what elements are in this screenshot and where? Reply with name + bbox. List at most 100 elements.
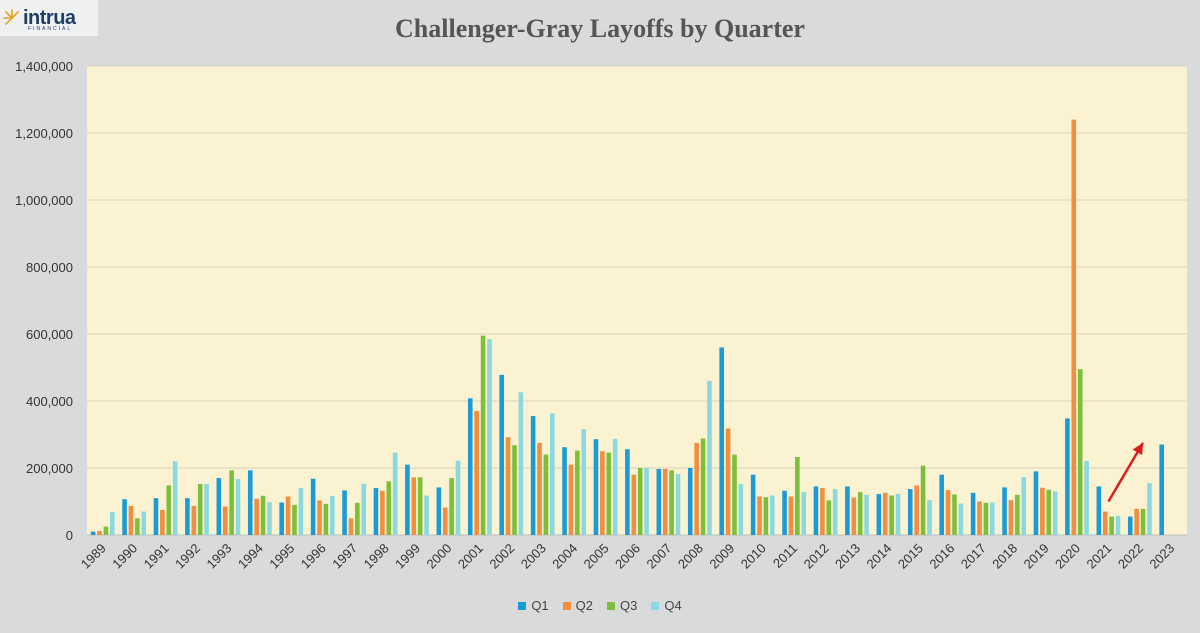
bar-q4-2000 (455, 460, 461, 535)
bar-q1-1993 (216, 478, 222, 535)
x-tick-label: 1997 (329, 541, 360, 572)
bar-q3-1990 (135, 518, 140, 535)
bar-q3-2013 (857, 492, 863, 535)
legend-label-q4: Q4 (664, 598, 682, 613)
brand-mark-icon (3, 9, 19, 25)
x-tick-label: 2002 (486, 541, 517, 572)
bar-q1-1999 (405, 464, 410, 535)
x-tick-label: 2000 (423, 541, 454, 572)
legend-label-q2: Q2 (575, 598, 593, 613)
bar-q3-2007 (669, 470, 674, 535)
bar-q2-1989 (97, 530, 102, 535)
legend-swatch-q4 (651, 601, 660, 610)
bar-q1-2007 (656, 469, 662, 535)
y-tick-label: 1,200,000 (15, 126, 73, 141)
bar-q3-2005 (606, 452, 612, 535)
bar-q4-2008 (707, 380, 712, 535)
bar-q3-2001 (480, 335, 486, 535)
chart-legend: Q1 Q2 Q3 Q4 (0, 598, 1200, 613)
x-tick-label: 2017 (958, 541, 989, 572)
bar-q3-2008 (700, 438, 706, 535)
x-tick-label: 2018 (989, 541, 1020, 572)
bar-q4-2021 (1115, 515, 1121, 535)
bar-q3-1993 (229, 470, 234, 535)
bar-q4-2001 (487, 339, 492, 535)
bar-q4-2018 (1021, 477, 1027, 535)
bar-q2-2014 (882, 492, 888, 535)
bar-q1-2010 (750, 474, 756, 535)
bar-q1-2002 (499, 374, 504, 535)
bar-q3-2015 (920, 465, 926, 535)
bar-q1-2003 (530, 416, 536, 535)
bar-q4-2002 (518, 392, 524, 535)
brand-logo: intrua FINANCIAL (0, 0, 98, 36)
legend-swatch-q1 (518, 601, 527, 610)
bar-q1-1996 (310, 478, 316, 535)
x-tick-label: 1998 (361, 541, 392, 572)
bar-q2-2021 (1102, 511, 1108, 535)
y-tick-label: 400,000 (26, 394, 73, 409)
bar-q4-2014 (895, 493, 901, 535)
legend-label-q3: Q3 (620, 598, 638, 613)
bar-q2-1993 (222, 506, 228, 535)
legend-swatch-q2 (562, 601, 571, 610)
x-tick-label: 1995 (266, 541, 297, 572)
bar-q4-1997 (361, 483, 367, 535)
bar-q1-1991 (153, 498, 159, 535)
bar-q3-2011 (795, 456, 800, 535)
bar-q3-1999 (417, 477, 423, 535)
bar-q4-2020 (1084, 460, 1089, 535)
bar-q4-1994 (267, 502, 272, 535)
bar-q1-1994 (247, 470, 253, 535)
bar-q1-2000 (436, 487, 442, 535)
legend-item-q3: Q3 (607, 598, 637, 613)
bar-q1-2021 (1096, 486, 1102, 535)
legend-item-q1: Q1 (518, 598, 549, 613)
bar-q2-1995 (285, 496, 291, 535)
bar-q3-2017 (983, 502, 989, 535)
bar-q2-2018 (1008, 500, 1014, 535)
bar-q4-1993 (235, 479, 241, 535)
bar-q3-2009 (732, 454, 737, 535)
bar-q1-2011 (782, 490, 787, 535)
bar-q2-2020 (1071, 119, 1077, 535)
x-tick-label: 1994 (235, 541, 266, 572)
bar-q1-1995 (279, 502, 284, 535)
bar-q1-2016 (939, 474, 944, 535)
bar-q2-2009 (725, 428, 731, 535)
bar-q1-2001 (467, 398, 473, 535)
x-tick-label: 2009 (706, 541, 737, 572)
bar-q1-2019 (1033, 471, 1039, 535)
x-tick-label: 2010 (738, 541, 769, 572)
bar-q3-2018 (1015, 494, 1020, 535)
bar-q1-1998 (373, 488, 379, 535)
bar-q1-2014 (876, 494, 882, 535)
bar-q4-2011 (801, 492, 807, 535)
bar-q3-1997 (355, 502, 360, 535)
bar-q4-2017 (990, 502, 995, 535)
bar-q3-1991 (166, 485, 172, 535)
x-tick-label: 2006 (612, 541, 643, 572)
bar-q2-2016 (945, 490, 951, 535)
bar-q2-1999 (411, 477, 417, 535)
bar-q3-2022 (1140, 508, 1146, 535)
x-tick-label: 2011 (770, 541, 800, 571)
chart-title: Challenger-Gray Layoffs by Quarter (395, 14, 805, 43)
bar-q3-1994 (260, 495, 266, 535)
x-tick-label: 2020 (1052, 541, 1083, 572)
bar-q1-2008 (687, 468, 693, 535)
bar-q1-2022 (1127, 516, 1133, 535)
x-tick-label: 2012 (801, 541, 832, 572)
legend-item-q2: Q2 (562, 598, 593, 613)
bar-q2-1990 (128, 505, 134, 535)
x-tick-label: 1999 (392, 541, 423, 572)
bar-q4-2022 (1147, 483, 1152, 535)
x-tick-label: 2014 (863, 541, 894, 572)
bar-q3-2020 (1077, 369, 1083, 535)
bar-q2-2022 (1134, 508, 1139, 535)
bar-q3-2006 (637, 468, 643, 535)
bar-q4-2013 (864, 494, 869, 535)
bar-q2-2019 (1040, 487, 1045, 535)
bar-q3-1995 (292, 504, 297, 535)
bar-q3-2003 (543, 454, 549, 535)
